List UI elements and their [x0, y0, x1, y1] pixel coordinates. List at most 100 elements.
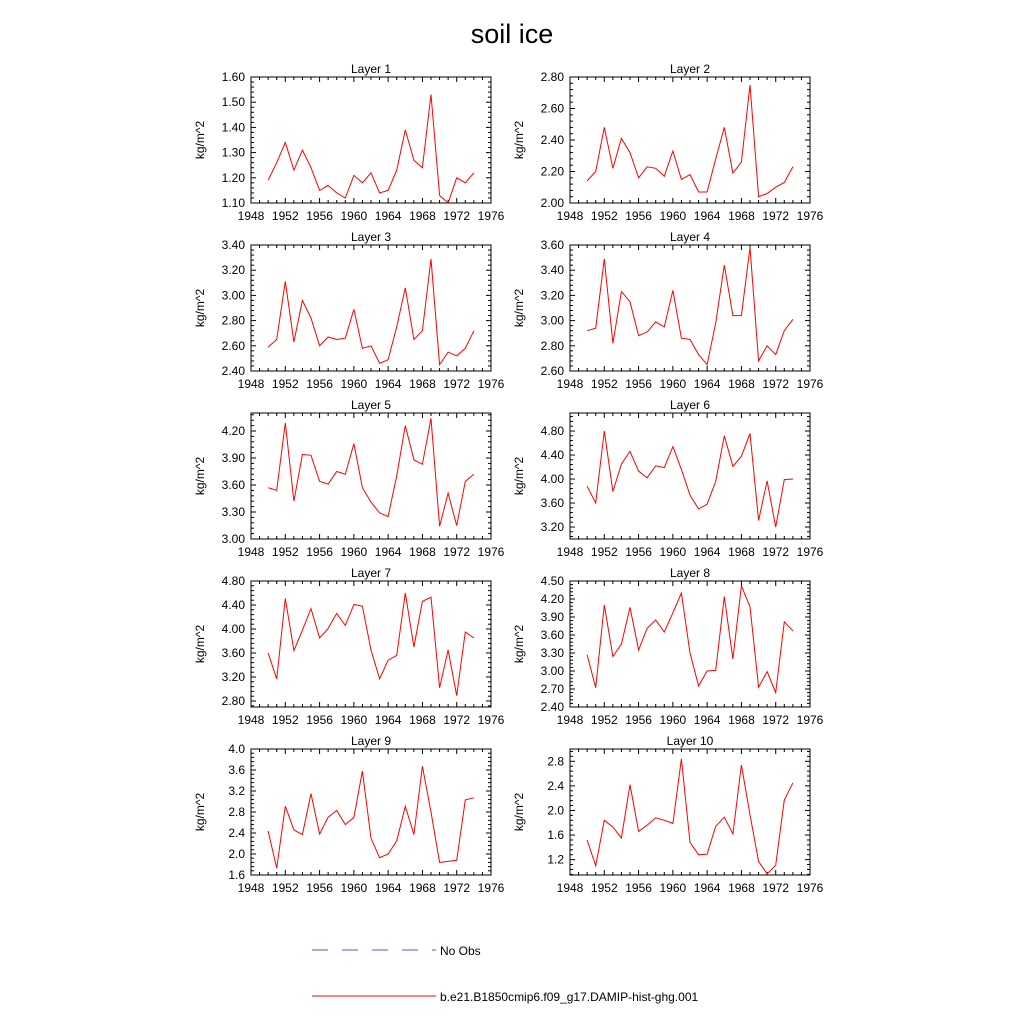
y-tick-label: 2.40 [541, 133, 565, 147]
y-tick-label: 1.60 [222, 70, 246, 84]
y-tick-label: 3.60 [541, 628, 565, 642]
x-tick-label: 1960 [660, 713, 687, 727]
panel-layer-3: Layer 3 kg/m^2 1948 1952 1956 1960 1964 1968 197… [193, 230, 505, 391]
panel-title: Layer 6 [670, 398, 710, 412]
x-tick-label: 1956 [306, 881, 333, 895]
y-tick-label: 2.4 [228, 826, 245, 840]
x-tick-label: 1948 [238, 377, 265, 391]
figure-title: soil ice [471, 19, 554, 49]
x-tick-label: 1964 [694, 713, 721, 727]
x-tick-label: 1976 [797, 881, 824, 895]
y-tick-label: 2.80 [222, 314, 246, 328]
y-tick-label: 4.40 [222, 598, 246, 612]
y-tick-label: 2.80 [222, 694, 246, 708]
x-tick-label: 1964 [375, 377, 402, 391]
x-tick-label: 1952 [591, 713, 618, 727]
x-tick-label: 1960 [660, 545, 687, 559]
y-tick-label: 4.00 [222, 622, 246, 636]
y-tick-label: 2.4 [547, 779, 564, 793]
x-tick-label: 1964 [375, 545, 402, 559]
panel-layer-2: Layer 2 kg/m^2 1948 1952 1956 1960 1964 1968 197… [512, 62, 824, 223]
legend-obs-label: No Obs [440, 944, 481, 958]
x-tick-label: 1960 [341, 881, 368, 895]
plot-frame [569, 244, 811, 372]
series-line [267, 592, 475, 696]
x-tick-label: 1976 [797, 377, 824, 391]
plot-frame [569, 76, 811, 204]
y-tick-label: 3.90 [222, 451, 246, 465]
panel-title: Layer 3 [351, 230, 391, 244]
panel-title: Layer 8 [670, 566, 710, 580]
y-axis-label: kg/m^2 [512, 793, 526, 832]
series-line [267, 94, 475, 204]
y-tick-label: 3.20 [541, 520, 565, 534]
panel-title: Layer 10 [667, 734, 714, 748]
x-tick-label: 1960 [660, 881, 687, 895]
y-tick-label: 4.20 [222, 424, 246, 438]
panel-title: Layer 1 [351, 62, 391, 76]
x-tick-label: 1956 [625, 209, 652, 223]
y-tick-label: 2.0 [228, 847, 245, 861]
panels-group: Layer 1 kg/m^2 1948 1952 1956 1960 1964 1968 197… [193, 62, 824, 895]
legend-model-label: b.e21.B1850cmip6.f09_g17.DAMIP-hist-ghg.… [440, 990, 698, 1004]
y-tick-label: 1.50 [222, 95, 246, 109]
y-axis-label: kg/m^2 [193, 457, 207, 496]
x-tick-label: 1960 [341, 545, 368, 559]
panel-layer-10: Layer 10 kg/m^2 1948 1952 1956 1960 1964 1968 19… [512, 734, 824, 895]
x-tick-label: 1972 [762, 377, 789, 391]
plot-frame [250, 244, 492, 372]
x-tick-label: 1976 [478, 545, 505, 559]
x-tick-label: 1972 [443, 881, 470, 895]
legend: No Obs b.e21.B1850cmip6.f09_g17.DAMIP-hi… [312, 944, 698, 1004]
x-tick-label: 1968 [728, 377, 755, 391]
y-axis-label: kg/m^2 [512, 289, 526, 328]
x-tick-label: 1968 [409, 881, 436, 895]
x-tick-label: 1972 [443, 209, 470, 223]
panel-layer-7: Layer 7 kg/m^2 1948 1952 1956 1960 1964 1968 197… [193, 566, 505, 727]
x-tick-label: 1968 [409, 713, 436, 727]
y-tick-label: 1.6 [228, 868, 245, 882]
x-tick-label: 1948 [557, 545, 584, 559]
x-tick-label: 1952 [272, 881, 299, 895]
y-axis-label: kg/m^2 [193, 121, 207, 160]
panel-layer-4: Layer 4 kg/m^2 1948 1952 1956 1960 1964 1968 197… [512, 230, 824, 391]
x-tick-label: 1952 [591, 209, 618, 223]
y-tick-label: 2.8 [547, 754, 564, 768]
y-tick-label: 2.70 [541, 682, 565, 696]
x-tick-label: 1952 [272, 209, 299, 223]
y-tick-label: 1.2 [547, 853, 564, 867]
x-tick-label: 1952 [591, 377, 618, 391]
y-tick-label: 1.10 [222, 196, 246, 210]
x-tick-label: 1956 [306, 545, 333, 559]
series-line [586, 430, 793, 528]
panel-title: Layer 2 [670, 62, 710, 76]
y-axis-label: kg/m^2 [193, 289, 207, 328]
x-tick-label: 1972 [762, 881, 789, 895]
y-tick-label: 1.30 [222, 146, 246, 160]
panel-title: Layer 4 [670, 230, 710, 244]
x-tick-label: 1972 [443, 545, 470, 559]
panel-layer-6: Layer 6 kg/m^2 1948 1952 1956 1960 1964 1968 197… [512, 398, 824, 559]
y-tick-label: 4.50 [541, 574, 565, 588]
x-tick-label: 1948 [557, 377, 584, 391]
x-tick-label: 1956 [625, 713, 652, 727]
y-tick-label: 2.40 [541, 700, 565, 714]
x-tick-label: 1976 [478, 713, 505, 727]
panel-title: Layer 5 [351, 398, 391, 412]
y-tick-label: 4.40 [541, 448, 565, 462]
y-tick-label: 3.00 [541, 664, 565, 678]
x-tick-label: 1960 [341, 209, 368, 223]
series-line [586, 758, 794, 875]
y-tick-label: 1.6 [547, 828, 564, 842]
panel-layer-8: Layer 8 kg/m^2 1948 1952 1956 1960 1964 1968 197… [512, 566, 824, 727]
y-tick-label: 3.6 [228, 763, 245, 777]
y-tick-label: 3.00 [222, 532, 246, 546]
x-tick-label: 1948 [557, 713, 584, 727]
y-tick-label: 3.60 [222, 646, 246, 660]
y-tick-label: 2.8 [228, 805, 245, 819]
y-tick-label: 2.00 [541, 196, 565, 210]
series-line [586, 84, 794, 198]
y-tick-label: 2.60 [541, 364, 565, 378]
x-tick-label: 1960 [341, 713, 368, 727]
